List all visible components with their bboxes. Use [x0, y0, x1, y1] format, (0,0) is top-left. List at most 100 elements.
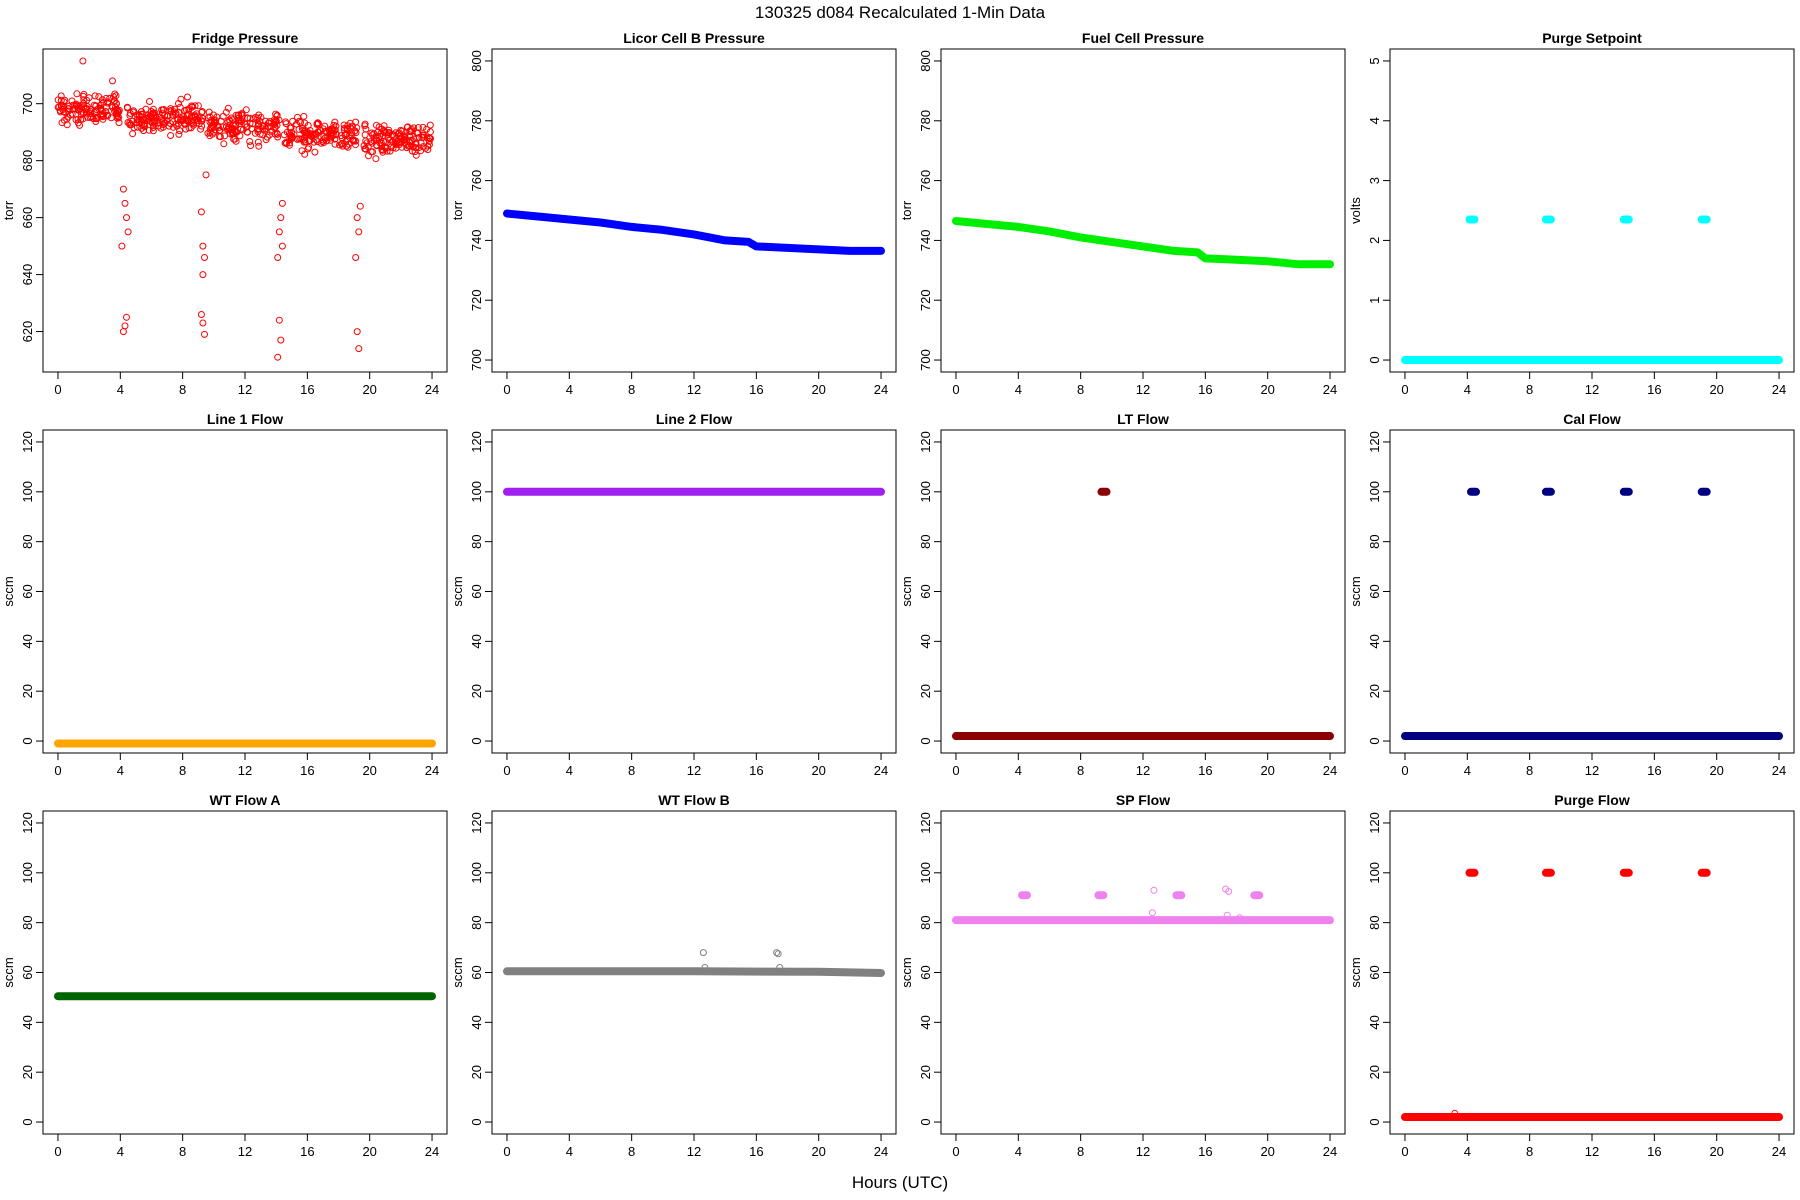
data-point: [274, 133, 282, 141]
outlier-point: [774, 950, 782, 958]
data-point: [353, 214, 361, 222]
x-tick-label: 12: [1585, 1144, 1599, 1159]
cluster-point: [1472, 487, 1480, 496]
x-tick-label: 4: [566, 382, 573, 397]
panel-title: Cal Flow: [1563, 411, 1621, 427]
data-point: [140, 121, 148, 128]
x-tick-label: 4: [1015, 382, 1022, 397]
data-point: [367, 138, 375, 146]
y-tick-label: 0: [469, 1118, 484, 1125]
data-point: [350, 137, 358, 145]
data-point: [282, 120, 290, 128]
y-axis-label: sccm: [1348, 957, 1363, 987]
series-line: [503, 209, 885, 255]
y-tick-label: 4: [1367, 117, 1382, 124]
data-point: [149, 127, 157, 135]
data-point: [197, 311, 205, 318]
cluster-point: [1624, 215, 1633, 224]
x-tick-label: 12: [238, 382, 252, 397]
x-tick-label: 20: [811, 763, 825, 778]
cluster-point: [1546, 215, 1555, 224]
x-tick-label: 0: [1401, 382, 1408, 397]
data-point: [221, 132, 229, 140]
data-point: [408, 125, 416, 133]
data-point: [311, 148, 319, 156]
data-point: [124, 119, 132, 126]
data-point: [177, 116, 185, 124]
panel-title: Licor Cell B Pressure: [623, 30, 765, 46]
data-point: [102, 94, 110, 102]
data-point: [238, 109, 246, 117]
data-point: [155, 122, 162, 130]
data-point: [73, 90, 81, 98]
data-point: [385, 126, 393, 134]
data-point: [146, 98, 153, 105]
data-point: [159, 123, 167, 131]
y-tick-label: 40: [20, 1015, 35, 1029]
data-point: [199, 115, 207, 122]
data-point: [124, 104, 131, 112]
data-point: [297, 119, 304, 127]
data-point: [372, 132, 380, 140]
y-tick-label: 0: [918, 1118, 933, 1125]
data-point: [361, 122, 369, 130]
y-tick-label: 620: [20, 321, 35, 343]
data-point: [54, 103, 62, 111]
x-tick-label: 8: [1077, 382, 1084, 397]
y-tick-label: 720: [918, 289, 933, 311]
cluster-point: [1255, 891, 1264, 900]
data-point: [355, 228, 363, 236]
y-tick-label: 60: [918, 965, 933, 979]
data-point: [119, 185, 127, 193]
x-tick-label: 4: [117, 382, 124, 397]
data-point: [133, 111, 141, 119]
data-point: [339, 142, 347, 150]
data-point: [274, 254, 282, 261]
data-point: [426, 128, 434, 136]
data-point: [327, 133, 335, 140]
data-point: [388, 131, 396, 138]
x-tick-label: 0: [1401, 763, 1408, 778]
x-tick-label: 24: [874, 382, 888, 397]
x-tick-label: 12: [687, 763, 701, 778]
data-point: [314, 128, 322, 136]
data-point: [378, 142, 386, 149]
x-tick-label: 4: [1015, 763, 1022, 778]
y-tick-label: 120: [1367, 431, 1382, 453]
data-point: [85, 94, 93, 102]
outlier-point: [1148, 909, 1156, 917]
data-point: [377, 129, 385, 137]
y-axis-label: volts: [1348, 197, 1363, 224]
data-point: [344, 122, 352, 130]
data-point: [220, 140, 228, 148]
y-tick-label: 40: [20, 634, 35, 648]
y-tick-label: 20: [918, 684, 933, 698]
data-point: [325, 126, 333, 134]
data-point: [69, 105, 77, 113]
data-point: [380, 122, 388, 130]
data-point: [408, 147, 416, 155]
x-tick-label: 8: [179, 763, 186, 778]
data-point: [312, 136, 320, 144]
data-point: [361, 145, 369, 153]
data-point: [403, 123, 411, 131]
x-tick-label: 24: [1772, 763, 1786, 778]
x-axis-label: Hours (UTC): [852, 1173, 948, 1192]
x-tick-label: 12: [238, 763, 252, 778]
data-point: [392, 144, 400, 152]
x-tick-label: 8: [1526, 382, 1533, 397]
data-point: [277, 336, 285, 344]
x-tick-label: 4: [117, 763, 124, 778]
x-tick-label: 12: [1585, 382, 1599, 397]
data-point: [72, 116, 80, 124]
y-tick-label: 660: [20, 207, 35, 229]
data-point: [275, 316, 283, 324]
y-tick-label: 760: [469, 170, 484, 192]
x-tick-label: 20: [811, 1144, 825, 1159]
y-tick-label: 60: [469, 965, 484, 979]
data-point: [236, 132, 244, 140]
data-point: [210, 128, 218, 136]
data-point: [137, 110, 145, 118]
y-tick-label: 700: [918, 349, 933, 371]
